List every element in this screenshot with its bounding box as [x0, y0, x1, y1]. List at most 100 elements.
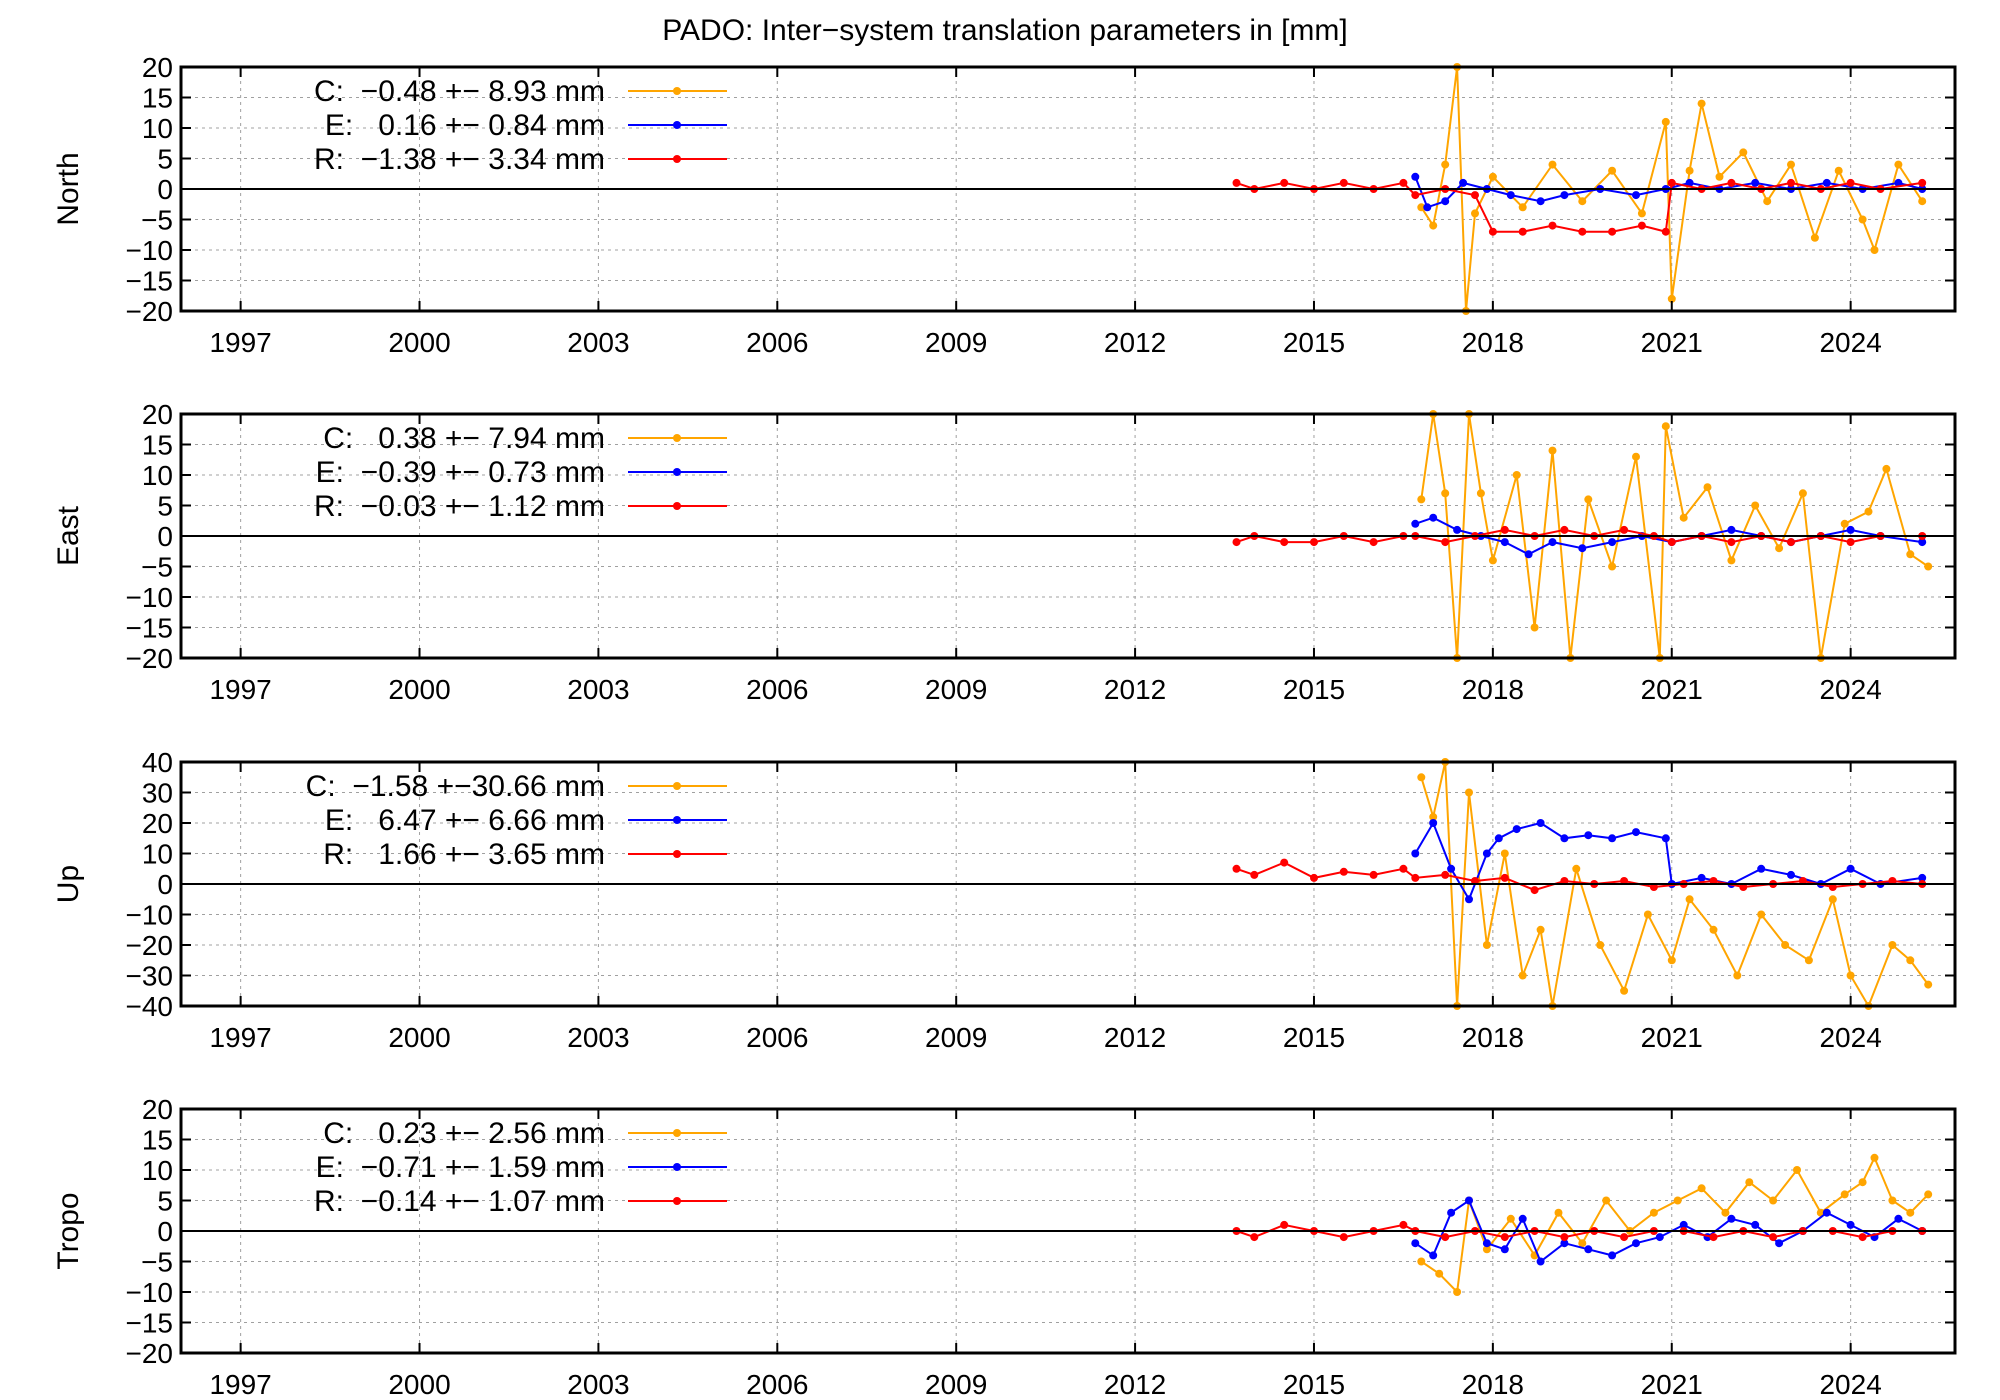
data-point-E — [1918, 873, 1927, 882]
data-point-R — [1280, 858, 1289, 867]
data-point-E — [1447, 1208, 1456, 1217]
data-point-E — [1632, 191, 1640, 200]
data-point-R — [1548, 221, 1557, 230]
data-point-R — [1667, 538, 1676, 547]
data-point-E — [1655, 1233, 1664, 1242]
y-tick-label: −30 — [126, 961, 174, 992]
data-point-C — [1441, 160, 1450, 169]
data-point-C — [1888, 941, 1897, 949]
y-axis-label: Up — [52, 865, 85, 903]
data-point-E — [1453, 525, 1462, 534]
data-point-C — [1697, 99, 1706, 108]
data-point-C — [1798, 489, 1807, 498]
x-tick-label: 2006 — [746, 674, 808, 705]
data-point-E — [1775, 1239, 1784, 1248]
data-point-R — [1667, 178, 1676, 187]
data-point-C — [1417, 773, 1426, 782]
data-point-R — [1637, 221, 1646, 230]
data-point-C — [1685, 166, 1694, 175]
legend-marker-E — [673, 121, 681, 129]
y-tick-label: −5 — [141, 552, 173, 583]
y-tick-label: −15 — [126, 613, 174, 644]
data-point-C — [1435, 1269, 1444, 1278]
data-point-E — [1727, 1214, 1736, 1223]
data-point-R — [1858, 1233, 1867, 1242]
data-point-C — [1417, 1257, 1426, 1266]
y-tick-label: −20 — [126, 930, 174, 961]
data-point-C — [1572, 864, 1581, 873]
data-point-C — [1715, 172, 1724, 181]
data-point-E — [1584, 1245, 1593, 1254]
data-point-E — [1679, 1220, 1688, 1229]
data-point-E — [1494, 834, 1503, 843]
data-point-C — [1751, 501, 1760, 510]
data-point-E — [1411, 1239, 1420, 1248]
data-point-C — [1482, 1245, 1491, 1254]
x-tick-label: 2015 — [1283, 1022, 1345, 1053]
legend-entry-E: E: 0.16 +− 0.84 mm — [325, 109, 605, 142]
data-point-C — [1643, 910, 1652, 919]
legend-marker-E — [673, 816, 681, 824]
data-point-C — [1924, 1190, 1933, 1199]
y-tick-label: 5 — [157, 144, 173, 175]
data-point-R — [1250, 870, 1259, 879]
data-point-C — [1906, 550, 1915, 559]
data-point-C — [1864, 507, 1873, 516]
data-point-E — [1429, 819, 1438, 827]
y-tick-label: −10 — [126, 235, 174, 266]
data-point-E — [1822, 1208, 1831, 1217]
x-tick-label: 2000 — [388, 1369, 450, 1400]
data-point-C — [1888, 1196, 1897, 1205]
y-tick-label: 20 — [142, 52, 173, 83]
legend-marker-C — [673, 434, 681, 442]
data-point-E — [1757, 864, 1766, 873]
x-tick-label: 2006 — [746, 327, 808, 358]
data-point-C — [1417, 203, 1426, 212]
data-point-E — [1632, 828, 1640, 837]
data-point-E — [1560, 1239, 1569, 1248]
data-point-E — [1608, 538, 1617, 547]
data-point-C — [1858, 1178, 1867, 1187]
x-tick-label: 2015 — [1283, 327, 1345, 358]
y-tick-label: 0 — [157, 869, 173, 900]
x-tick-label: 1997 — [209, 1369, 271, 1400]
data-point-R — [1310, 538, 1318, 547]
data-point-C — [1924, 562, 1933, 571]
data-point-E — [1459, 178, 1468, 187]
data-point-E — [1584, 831, 1593, 840]
data-point-C — [1906, 1208, 1915, 1217]
legend-entry-R: R: −1.38 +− 3.34 mm — [314, 143, 605, 176]
data-point-R — [1250, 1233, 1259, 1242]
data-point-C — [1471, 209, 1479, 218]
data-point-C — [1745, 1178, 1754, 1187]
data-point-E — [1822, 178, 1831, 187]
legend-entry-R: R: 1.66 +− 3.65 mm — [323, 838, 605, 871]
x-tick-label: 2003 — [567, 674, 629, 705]
data-point-R — [1399, 1220, 1408, 1229]
data-point-C — [1870, 246, 1879, 254]
data-point-E — [1518, 1214, 1527, 1223]
x-tick-label: 2018 — [1462, 327, 1524, 358]
data-point-C — [1518, 203, 1527, 212]
data-point-C — [1667, 956, 1676, 965]
y-tick-label: 20 — [142, 808, 173, 839]
data-point-E — [1846, 864, 1855, 873]
data-point-E — [1465, 1196, 1473, 1205]
data-point-C — [1858, 215, 1867, 224]
data-point-C — [1661, 117, 1670, 126]
y-tick-label: 20 — [142, 399, 173, 430]
y-tick-label: 15 — [142, 430, 173, 461]
y-tick-label: 10 — [142, 460, 173, 491]
data-point-E — [1536, 819, 1545, 827]
x-tick-label: 2024 — [1819, 1022, 1881, 1053]
data-point-E — [1411, 849, 1420, 858]
data-point-C — [1506, 1214, 1515, 1223]
data-point-E — [1411, 172, 1420, 181]
data-point-C — [1685, 895, 1694, 904]
x-tick-label: 2000 — [388, 327, 450, 358]
data-point-C — [1781, 941, 1790, 949]
legend-entry-R: R: −0.03 +− 1.12 mm — [314, 490, 605, 523]
y-tick-label: 40 — [142, 747, 173, 778]
